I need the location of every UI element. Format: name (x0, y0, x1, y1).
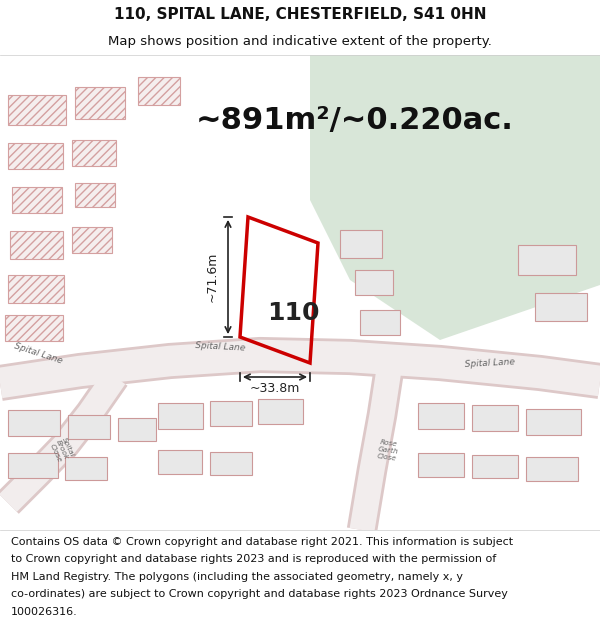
Bar (68, 415, 110, 439)
Bar (526, 457, 578, 481)
Text: ~33.8m: ~33.8m (250, 382, 300, 396)
Bar (518, 245, 576, 275)
Bar (526, 409, 581, 435)
Text: 110, SPITAL LANE, CHESTERFIELD, S41 0HN: 110, SPITAL LANE, CHESTERFIELD, S41 0HN (114, 8, 486, 22)
Bar (472, 455, 518, 478)
Text: Spital Lane: Spital Lane (465, 357, 515, 369)
Text: Spital
Brook
Close: Spital Brook Close (49, 436, 76, 464)
Bar (8, 275, 64, 303)
Text: to Crown copyright and database rights 2023 and is reproduced with the permissio: to Crown copyright and database rights 2… (11, 554, 496, 564)
Bar (65, 457, 107, 480)
Bar (8, 143, 63, 169)
Bar (158, 403, 203, 429)
Text: Contains OS data © Crown copyright and database right 2021. This information is : Contains OS data © Crown copyright and d… (11, 537, 513, 547)
Bar (535, 293, 587, 321)
Bar (75, 183, 115, 207)
Text: Spital Lane: Spital Lane (13, 341, 63, 365)
Text: 110: 110 (267, 301, 319, 325)
Bar (5, 315, 63, 341)
Bar (418, 403, 464, 429)
Bar (118, 418, 156, 441)
Bar (472, 405, 518, 431)
Bar (75, 87, 125, 119)
Bar (355, 270, 393, 295)
Bar (158, 450, 202, 474)
Bar (12, 187, 62, 213)
Text: ~891m²/~0.220ac.: ~891m²/~0.220ac. (196, 106, 514, 134)
Text: co-ordinates) are subject to Crown copyright and database rights 2023 Ordnance S: co-ordinates) are subject to Crown copyr… (11, 589, 508, 599)
Text: ~71.6m: ~71.6m (205, 252, 218, 302)
Bar (8, 410, 60, 436)
Text: Map shows position and indicative extent of the property.: Map shows position and indicative extent… (108, 35, 492, 48)
Bar (210, 401, 252, 426)
Text: HM Land Registry. The polygons (including the associated geometry, namely x, y: HM Land Registry. The polygons (includin… (11, 572, 463, 582)
Text: Rose
Garth
Close: Rose Garth Close (376, 439, 400, 461)
Bar (138, 77, 180, 105)
Bar (360, 310, 400, 335)
Bar (8, 453, 58, 478)
Polygon shape (310, 55, 600, 340)
Bar (418, 453, 464, 477)
Bar (258, 399, 303, 424)
Bar (210, 452, 252, 475)
Bar (340, 230, 382, 258)
Bar (72, 140, 116, 166)
Text: Spital Lane: Spital Lane (195, 341, 245, 352)
Bar (8, 95, 66, 125)
Bar (72, 227, 112, 253)
Text: 100026316.: 100026316. (11, 607, 77, 617)
Bar (10, 231, 63, 259)
